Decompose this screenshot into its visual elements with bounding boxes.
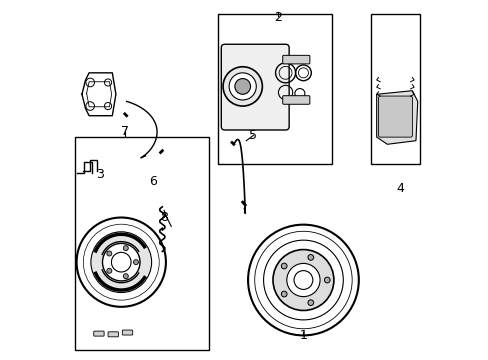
Circle shape [307, 255, 313, 260]
Circle shape [281, 291, 286, 297]
Circle shape [286, 264, 320, 297]
Text: 4: 4 [395, 183, 403, 195]
Circle shape [123, 274, 128, 279]
Circle shape [106, 251, 112, 256]
Circle shape [102, 243, 140, 281]
Circle shape [324, 277, 329, 283]
Circle shape [229, 73, 256, 100]
FancyBboxPatch shape [221, 44, 288, 130]
Circle shape [272, 249, 333, 310]
FancyBboxPatch shape [108, 332, 118, 337]
Text: 6: 6 [149, 175, 157, 188]
FancyBboxPatch shape [94, 331, 104, 336]
FancyBboxPatch shape [282, 96, 309, 104]
Text: 2: 2 [274, 11, 282, 24]
Text: 5: 5 [249, 129, 257, 142]
Polygon shape [376, 91, 417, 144]
Circle shape [234, 78, 250, 94]
Circle shape [123, 246, 128, 251]
Circle shape [281, 263, 286, 269]
Text: 8: 8 [160, 211, 168, 224]
Circle shape [307, 300, 313, 306]
Circle shape [223, 67, 262, 106]
FancyBboxPatch shape [282, 55, 309, 64]
Text: 3: 3 [96, 168, 103, 181]
Circle shape [91, 232, 151, 293]
FancyBboxPatch shape [122, 330, 132, 335]
Circle shape [106, 268, 112, 273]
FancyBboxPatch shape [378, 96, 411, 137]
Circle shape [133, 260, 138, 265]
Text: 1: 1 [299, 329, 307, 342]
Text: 7: 7 [121, 125, 128, 138]
